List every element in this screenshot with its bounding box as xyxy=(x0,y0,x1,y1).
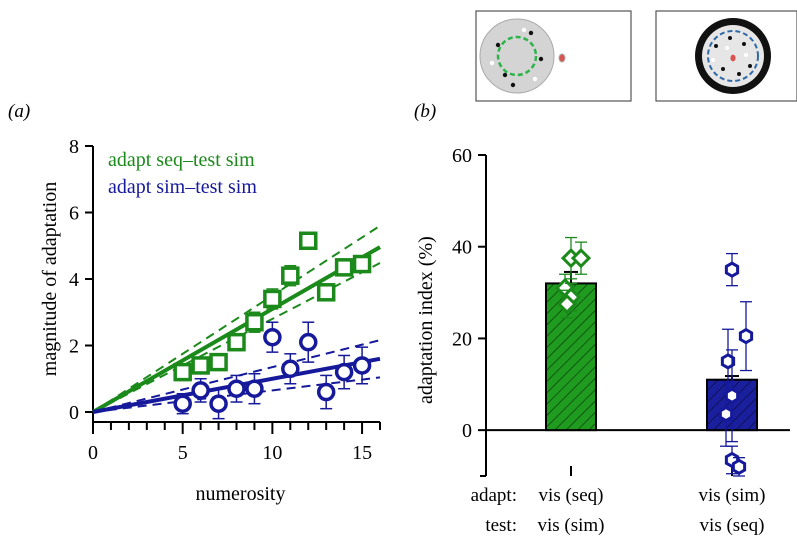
data-point xyxy=(334,362,354,382)
fit-line xyxy=(92,245,381,414)
x-tick-label: 10 xyxy=(262,442,282,464)
category-label-test: vis (sim) xyxy=(537,515,604,536)
y-tick-label: 0 xyxy=(462,420,472,442)
data-point xyxy=(299,332,318,352)
legend-entry: adapt seq–test sim xyxy=(108,149,255,171)
bar-chart: 0 20 40 60 adaptation index (%) adapt: test: vi… xyxy=(415,145,790,536)
data-point xyxy=(352,356,372,375)
panel-label-a: (a) xyxy=(8,101,30,122)
data-point xyxy=(173,362,192,382)
row-label: test: xyxy=(485,515,517,536)
data-point xyxy=(245,379,264,398)
data-point xyxy=(191,381,210,400)
data-point xyxy=(334,258,354,277)
data-point xyxy=(209,394,228,413)
row-label: adapt: xyxy=(471,485,517,506)
data-point xyxy=(173,394,192,413)
data-point xyxy=(191,356,210,375)
legend-entry: adapt sim–test sim xyxy=(108,176,257,198)
x-tick-label: 5 xyxy=(178,442,188,464)
panel-label-b: (b) xyxy=(414,101,436,122)
y-tick-label: 2 xyxy=(69,336,79,358)
category-label-adapt: vis (sim) xyxy=(698,485,765,506)
fit-ci-line xyxy=(92,262,381,413)
green-dashed-ring-icon xyxy=(496,35,538,77)
fit-ci-line xyxy=(92,376,381,413)
fixation-point-icon xyxy=(730,54,736,62)
scatter-chart: 0 2 4 6 8 0 5 10 15 numerosity magnitude of adapta… xyxy=(39,136,381,505)
y-axis-label: magnitude of adaptation xyxy=(39,182,61,376)
y-tick-label: 8 xyxy=(69,136,79,158)
data-point xyxy=(316,283,336,302)
data-point xyxy=(738,327,754,345)
x-tick-label: 15 xyxy=(352,442,372,464)
fit-ci-line xyxy=(92,339,381,413)
y-tick-label: 20 xyxy=(452,328,472,350)
data-point xyxy=(316,382,336,402)
data-point xyxy=(263,289,282,309)
y-tick-label: 40 xyxy=(452,237,472,259)
data-point xyxy=(570,248,592,269)
data-point xyxy=(556,293,578,315)
category-label-test: vis (seq) xyxy=(700,515,765,536)
data-point xyxy=(724,387,740,404)
data-point xyxy=(299,231,318,251)
schematic-simultaneous xyxy=(655,10,797,102)
data-point xyxy=(281,266,300,285)
x-tick-label: 0 xyxy=(88,442,98,464)
data-point xyxy=(245,312,264,332)
x-axis-label: numerosity xyxy=(196,483,286,505)
category-label-adapt: vis (seq) xyxy=(539,485,604,506)
y-tick-label: 60 xyxy=(452,145,472,167)
y-tick-label: 4 xyxy=(69,269,79,291)
schematic-sequential xyxy=(475,10,632,102)
data-point xyxy=(724,261,740,278)
y-tick-label: 6 xyxy=(69,203,79,225)
data-point xyxy=(352,254,372,274)
data-point xyxy=(263,327,282,347)
data-point xyxy=(227,379,246,398)
y-axis-label: adaptation index (%) xyxy=(415,236,437,404)
fixation-point-icon xyxy=(558,53,566,63)
data-point xyxy=(718,405,734,423)
data-point xyxy=(720,353,736,370)
data-point xyxy=(209,352,228,372)
fit-ci-line xyxy=(92,224,381,413)
y-tick-label: 0 xyxy=(69,402,79,424)
data-point xyxy=(227,332,246,352)
data-point xyxy=(731,458,747,476)
blue-dashed-ring-icon xyxy=(707,30,759,82)
data-point xyxy=(281,359,300,379)
